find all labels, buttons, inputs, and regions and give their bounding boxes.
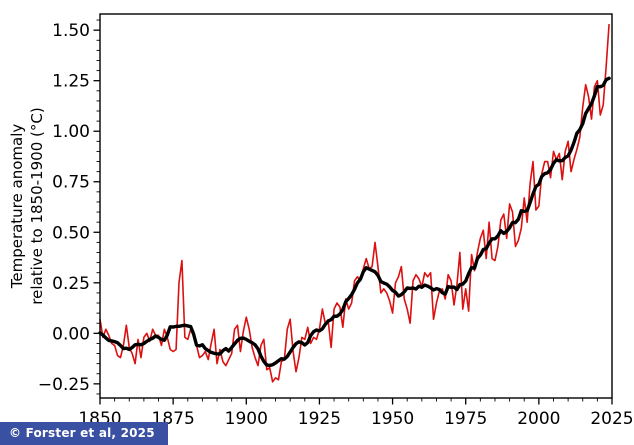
y-tick-label: 1.50 <box>52 21 90 41</box>
y-tick-label: −0.25 <box>38 375 90 395</box>
x-tick-label: 1950 <box>371 409 414 429</box>
x-tick-label: 1900 <box>225 409 268 429</box>
annual-anomaly-line <box>99 24 610 383</box>
y-tick-label: 0.25 <box>52 274 90 294</box>
x-tick-label: 2000 <box>517 409 560 429</box>
x-tick-label: 1925 <box>298 409 341 429</box>
y-axis-title: Temperature anomaly relative to 1850-190… <box>8 16 52 396</box>
attribution-badge: © Forster et al, 2025 <box>0 422 168 445</box>
y-tick-label: 0.00 <box>52 324 90 344</box>
y-tick-label: 0.50 <box>52 223 90 243</box>
x-tick-label: 2025 <box>590 409 633 429</box>
y-axis-title-line1: Temperature anomaly <box>8 123 26 289</box>
x-tick-label: 1975 <box>444 409 487 429</box>
y-tick-label: 0.75 <box>52 173 90 193</box>
y-axis-title-line2: relative to 1850-1900 (°C) <box>27 107 46 305</box>
y-tick-label: 1.00 <box>52 122 90 142</box>
y-tick-label: 1.25 <box>52 72 90 92</box>
plot-frame <box>99 13 613 399</box>
smoothed-anomaly-line <box>98 76 611 368</box>
